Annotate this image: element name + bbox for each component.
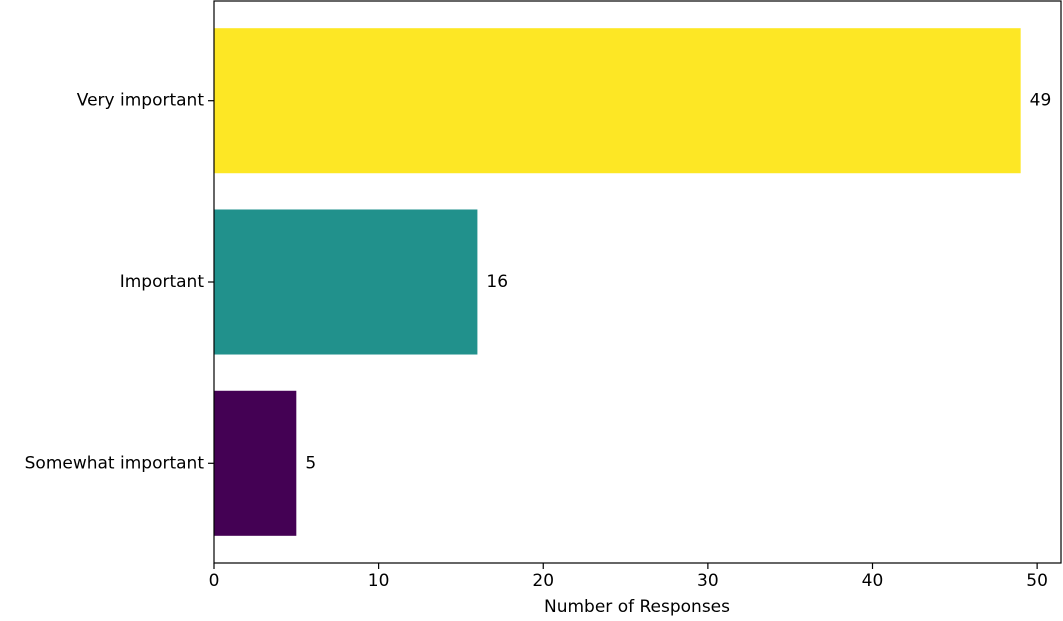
value-label: 49: [1030, 91, 1052, 111]
y-tick-label: Very important: [77, 91, 205, 111]
x-tick-label: 40: [862, 571, 884, 591]
x-tick-label: 20: [532, 571, 554, 591]
y-tick-label: Important: [120, 272, 205, 292]
y-tick-label: Somewhat important: [25, 453, 205, 473]
value-label: 16: [486, 272, 508, 292]
x-tick-label: 0: [209, 571, 220, 591]
x-tick-label: 10: [368, 571, 390, 591]
axes-frame: [213, 0, 1062, 564]
bar: [214, 209, 478, 355]
value-label: 5: [305, 453, 316, 473]
x-tick-label: 30: [697, 571, 719, 591]
bar: [214, 390, 297, 536]
x-axis-label: Number of Responses: [544, 597, 730, 617]
x-tick-label: 50: [1026, 571, 1048, 591]
bar: [214, 28, 1021, 174]
